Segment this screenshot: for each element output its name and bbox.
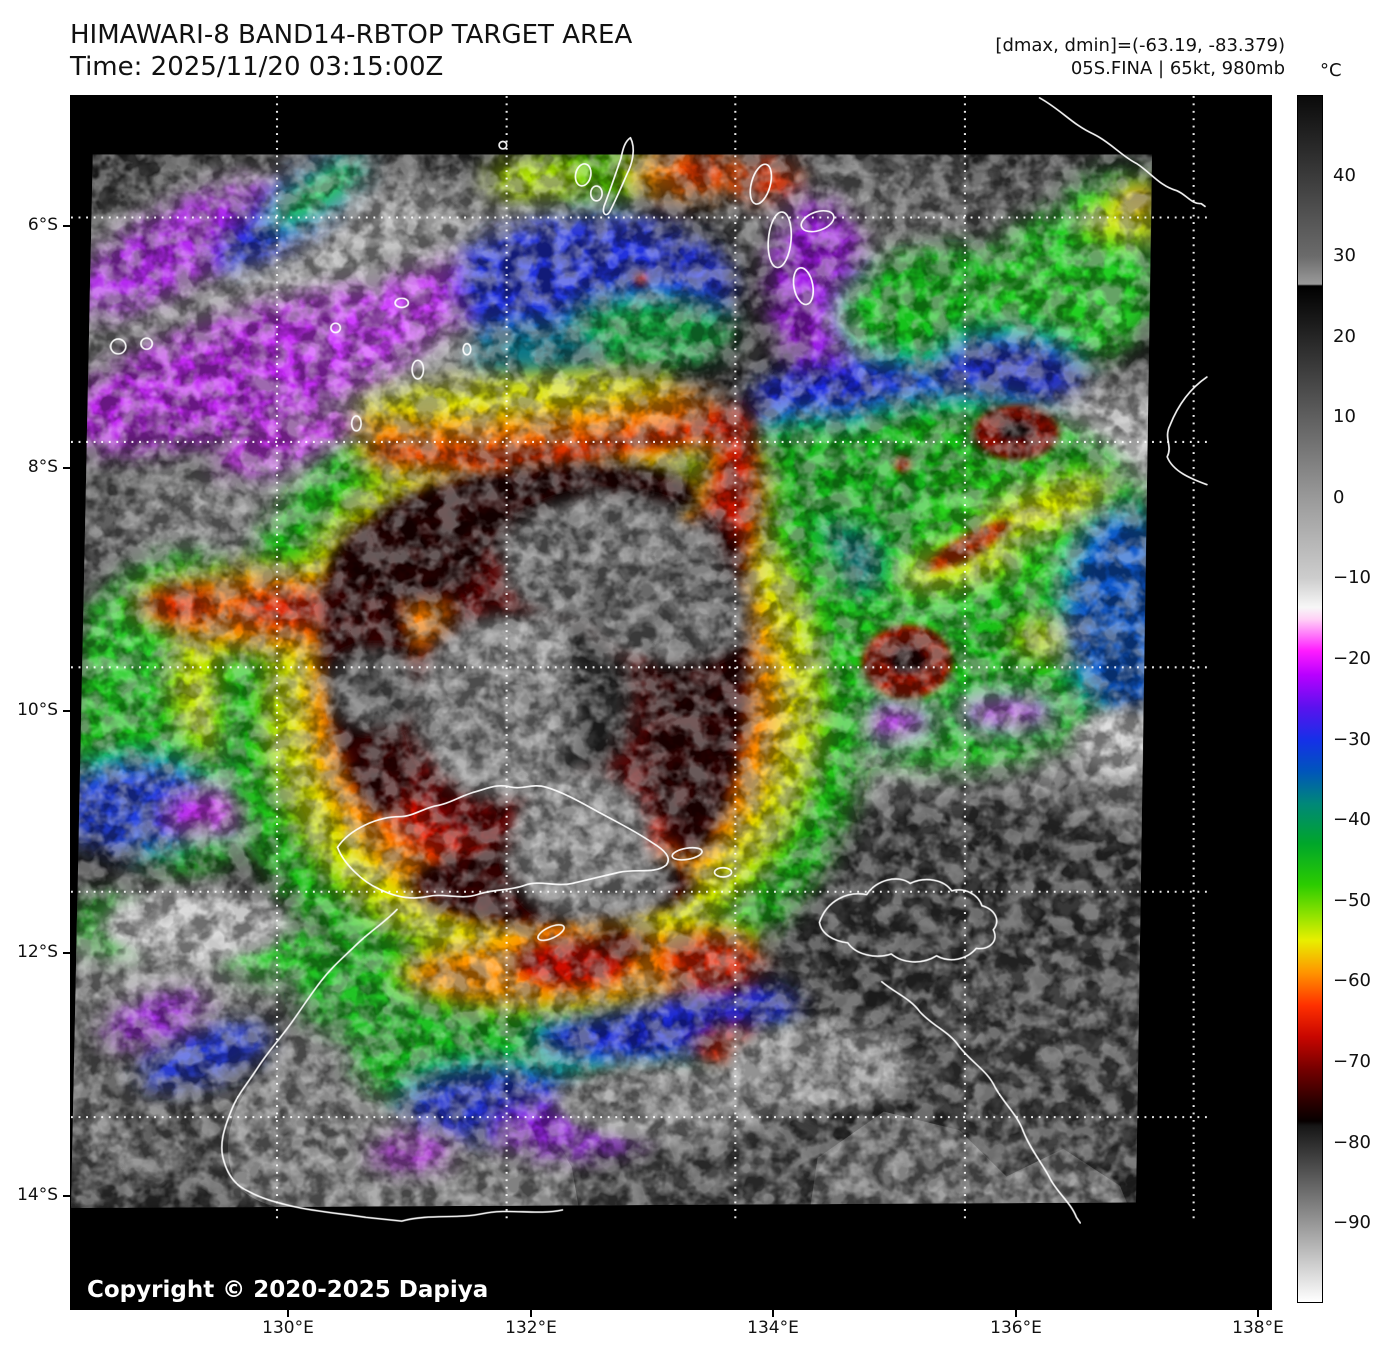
colorbar-tick-label: −60 <box>1333 970 1371 991</box>
graticule-gridlines <box>71 96 1207 1223</box>
lat-tick-label: 6°S <box>27 215 58 235</box>
colorbar-tick-label: −70 <box>1333 1051 1371 1072</box>
copyright-badge: Copyright © 2020-2025 Dapiya <box>75 1275 501 1307</box>
storm-metadata: [dmax, dmin]=(-63.19, -83.379) 05S.FINA … <box>995 34 1285 81</box>
colorbar-tick-label: −90 <box>1333 1212 1371 1233</box>
lon-tick-label: 134°E <box>747 1318 799 1338</box>
page-title: HIMAWARI-8 BAND14-RBTOP TARGET AREA <box>70 20 633 50</box>
storm-id-intensity: 05S.FINA | 65kt, 980mb <box>1070 58 1285 80</box>
colorbar-tick-label: −20 <box>1333 648 1371 669</box>
lat-tick-label: 14°S <box>17 1185 58 1205</box>
axis-tick <box>1257 1310 1259 1317</box>
ir-cloud-field <box>71 154 1153 1209</box>
coastlines <box>109 97 1208 1224</box>
temperature-colorbar <box>1297 95 1323 1303</box>
lat-tick-label: 10°S <box>17 700 58 720</box>
axis-tick <box>287 1310 289 1317</box>
dmax-dmin-readout: [dmax, dmin]=(-63.19, -83.379) <box>995 35 1285 56</box>
axis-tick <box>63 952 70 954</box>
axis-tick <box>1015 1310 1017 1317</box>
axis-tick <box>63 1195 70 1197</box>
lon-tick-label: 138°E <box>1232 1318 1284 1338</box>
axis-tick <box>63 710 70 712</box>
lon-tick-label: 136°E <box>990 1318 1042 1338</box>
colorbar-tick-label: 10 <box>1333 406 1356 427</box>
satellite-imagery <box>71 96 1208 1224</box>
lon-tick-label: 132°E <box>505 1318 557 1338</box>
colorbar-tick-label: 40 <box>1333 165 1356 186</box>
colorbar-tick-label: −40 <box>1333 809 1371 830</box>
lon-tick-label: 130°E <box>262 1318 314 1338</box>
map-plot-area: Copyright © 2020-2025 Dapiya <box>70 95 1272 1310</box>
colorbar-tick-label: 20 <box>1333 326 1356 347</box>
colorbar-tick-label: −80 <box>1333 1132 1371 1153</box>
timestamp: Time: 2025/11/20 03:15:00Z <box>70 52 444 82</box>
colorbar-tick-label: −50 <box>1333 890 1371 911</box>
axis-tick <box>63 225 70 227</box>
colorbar-tick-label: −30 <box>1333 729 1371 750</box>
lat-tick-label: 8°S <box>27 457 58 477</box>
colorbar-tick-label: −10 <box>1333 567 1371 588</box>
axis-tick <box>530 1310 532 1317</box>
axis-tick <box>63 467 70 469</box>
colorbar-unit: °C <box>1320 60 1342 81</box>
lat-tick-label: 12°S <box>17 942 58 962</box>
colorbar-tick-label: 30 <box>1333 245 1356 266</box>
colorbar-tick-label: 0 <box>1333 487 1345 508</box>
axis-tick <box>772 1310 774 1317</box>
